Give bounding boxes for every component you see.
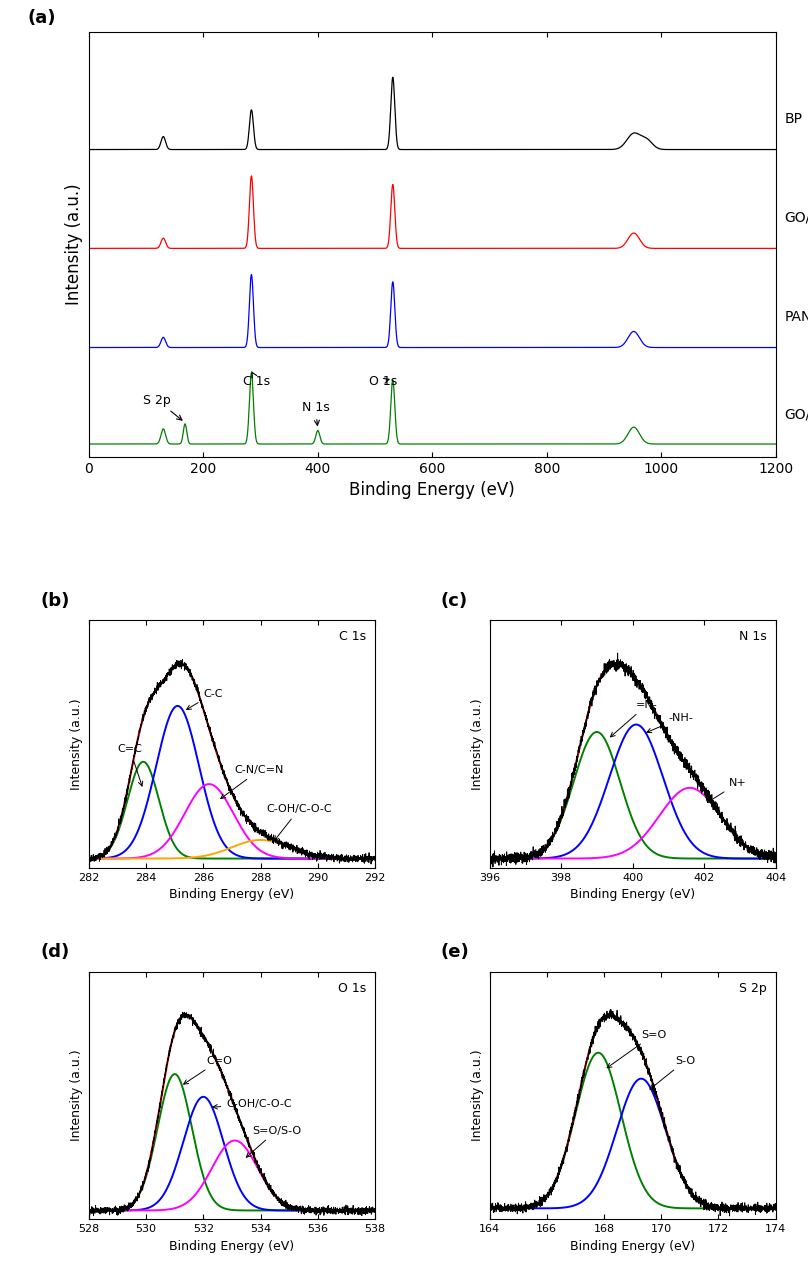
Text: (c): (c) (441, 592, 468, 610)
Text: GO/PANI/BP: GO/PANI/BP (785, 408, 808, 422)
Text: S 2p: S 2p (739, 982, 767, 994)
Text: (e): (e) (441, 942, 469, 961)
Text: S=O/S-O: S=O/S-O (246, 1125, 301, 1157)
Text: C-C: C-C (187, 688, 223, 710)
Text: N 1s: N 1s (739, 630, 767, 644)
Text: C 1s: C 1s (339, 630, 367, 644)
X-axis label: Binding Energy (eV): Binding Energy (eV) (570, 888, 695, 902)
Text: C=C: C=C (117, 744, 143, 786)
Text: BP: BP (785, 112, 802, 126)
Text: O 1s: O 1s (339, 982, 367, 994)
Text: (d): (d) (40, 942, 69, 961)
Text: (b): (b) (40, 592, 69, 610)
Text: PANI/BP: PANI/BP (785, 310, 808, 324)
Y-axis label: Intensity (a.u.): Intensity (a.u.) (65, 183, 83, 305)
Text: =N-: =N- (611, 700, 658, 737)
Text: N+: N+ (707, 779, 747, 803)
Text: S 2p: S 2p (143, 394, 182, 420)
Text: C-OH/C-O-C: C-OH/C-O-C (267, 804, 332, 841)
X-axis label: Binding Energy (eV): Binding Energy (eV) (170, 888, 295, 902)
Text: S-O: S-O (650, 1055, 696, 1090)
Text: N 1s: N 1s (302, 401, 330, 425)
Text: O 1s: O 1s (369, 375, 398, 387)
Text: C=O: C=O (183, 1055, 232, 1085)
Y-axis label: Intensity (a.u.): Intensity (a.u.) (471, 1050, 484, 1142)
Text: GO/PANI: GO/PANI (785, 211, 808, 225)
Y-axis label: Intensity (a.u.): Intensity (a.u.) (70, 1050, 83, 1142)
X-axis label: Binding Energy (eV): Binding Energy (eV) (170, 1240, 295, 1252)
Y-axis label: Intensity (a.u.): Intensity (a.u.) (70, 698, 83, 790)
Text: S=O: S=O (607, 1030, 667, 1068)
Text: C-N/C=N: C-N/C=N (221, 765, 284, 799)
Text: C 1s: C 1s (243, 372, 271, 387)
X-axis label: Binding Energy (eV): Binding Energy (eV) (570, 1240, 695, 1252)
Text: -NH-: -NH- (647, 712, 693, 733)
Text: (a): (a) (27, 9, 56, 27)
X-axis label: Binding Energy (eV): Binding Energy (eV) (349, 481, 516, 499)
Y-axis label: Intensity (a.u.): Intensity (a.u.) (471, 698, 484, 790)
Text: C-OH/C-O-C: C-OH/C-O-C (213, 1100, 292, 1109)
